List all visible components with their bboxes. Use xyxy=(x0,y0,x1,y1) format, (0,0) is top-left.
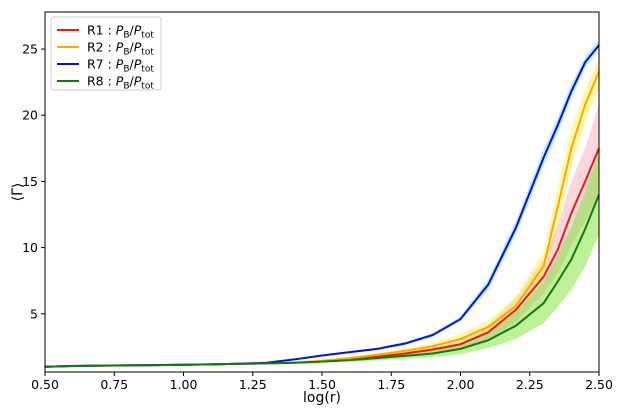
y-tick-label: 20 xyxy=(22,108,38,123)
series-lines xyxy=(44,44,600,368)
x-tick-label: 2.00 xyxy=(447,377,475,392)
y-axis-label: ⟨Γ⟩ xyxy=(10,183,26,202)
x-tick-label: 1.75 xyxy=(377,377,405,392)
legend-box xyxy=(50,16,162,91)
legend-entry-2: R2 : PB/Ptot xyxy=(87,40,154,58)
y-tick-label: 10 xyxy=(22,240,38,255)
x-tick-label: 1.25 xyxy=(239,377,267,392)
y-tick-label: 5 xyxy=(30,306,38,321)
x-tick-label: 1.50 xyxy=(308,377,336,392)
x-axis-label: log(r) xyxy=(303,390,341,406)
legend-entry-1: R1 : PB/Ptot xyxy=(87,23,154,41)
legend-entry-3: R7 : PB/Ptot xyxy=(87,57,154,75)
y-tick-label: 15 xyxy=(22,174,38,189)
x-tick-label: 1.00 xyxy=(170,377,198,392)
legend-entry-4: R8 : PB/Ptot xyxy=(87,74,154,92)
y-axis: 5 10 15 20 25 xyxy=(22,42,45,321)
x-tick-label: 0.75 xyxy=(100,377,128,392)
x-axis: 0.50 0.75 1.00 1.25 1.50 1.75 2.00 2.25 2.50 xyxy=(31,372,613,392)
x-tick-label: 0.50 xyxy=(31,377,59,392)
y-tick-label: 25 xyxy=(22,42,38,57)
series-band-4 xyxy=(45,150,599,367)
series-line-4 xyxy=(44,194,600,368)
x-tick-label: 2.50 xyxy=(585,377,613,392)
x-tick-label: 2.25 xyxy=(516,377,544,392)
